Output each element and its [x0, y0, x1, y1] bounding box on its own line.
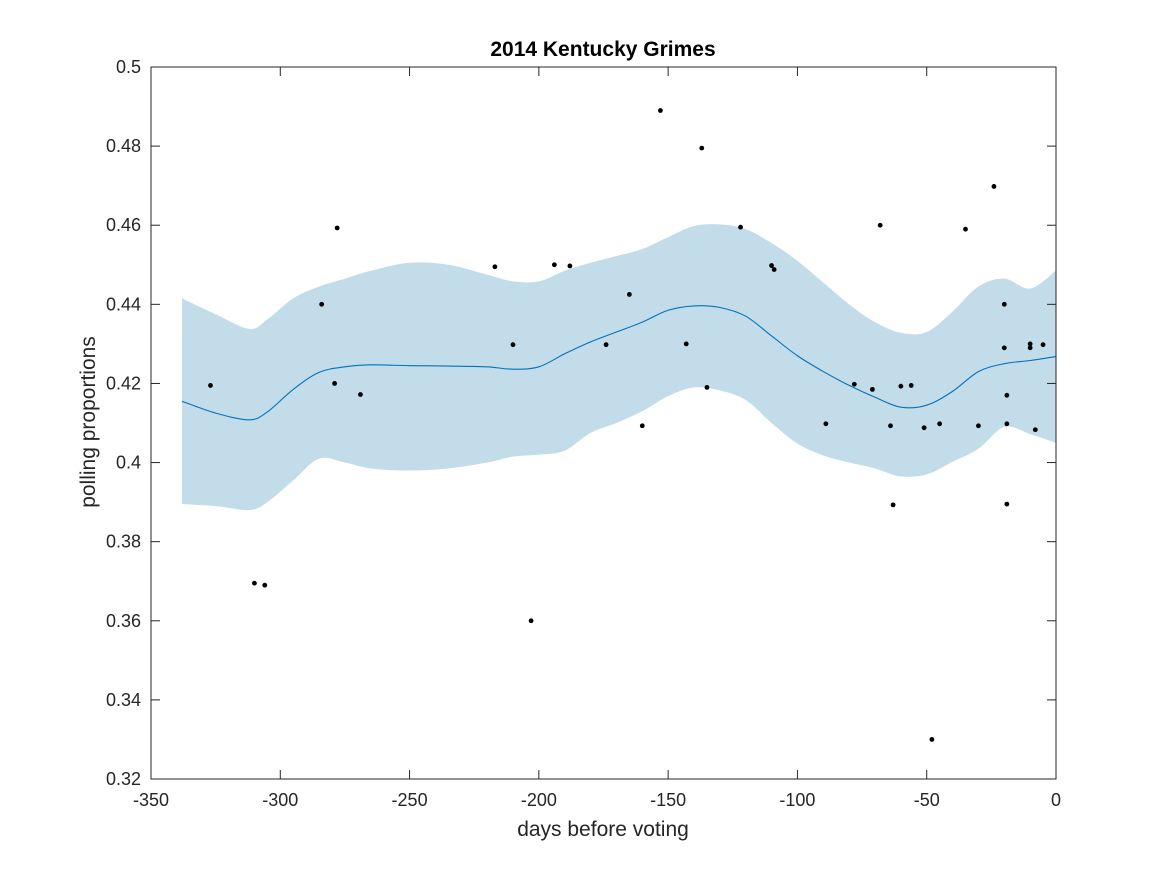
y-axis-label: polling proportions [77, 336, 100, 508]
data-point [603, 342, 609, 348]
y-tick-label: 0.42 [106, 373, 141, 393]
data-point [898, 383, 904, 389]
data-point [262, 582, 268, 588]
confidence-band-layer [182, 224, 1056, 511]
data-point [1004, 421, 1010, 427]
data-point [1040, 342, 1046, 348]
x-tick-label: -350 [133, 790, 169, 810]
x-tick-label: -100 [779, 790, 815, 810]
x-tick-label: -250 [392, 790, 428, 810]
data-point [626, 292, 632, 297]
y-tick-label: 0.44 [106, 294, 141, 314]
data-point [888, 423, 893, 429]
data-point [334, 225, 340, 231]
chart-title: 2014 Kentucky Grimes [490, 38, 715, 61]
data-point [683, 341, 689, 347]
y-axis-ticks: 0.32 0.34 0.36 0.38 0.4 0.42 0.44 0.46 0.48 0.5 [106, 57, 1056, 789]
x-tick-label: -300 [262, 790, 298, 810]
data-point [963, 226, 968, 232]
axes-box [150, 66, 1057, 780]
data-point [528, 618, 534, 624]
trend-line [181, 305, 1057, 421]
data-point [699, 145, 705, 151]
data-point [319, 301, 325, 307]
data-point [567, 263, 573, 269]
y-tick-label: 0.5 [116, 57, 141, 77]
data-point [492, 264, 498, 270]
data-point [1001, 345, 1007, 351]
data-point [929, 737, 935, 742]
data-point [870, 386, 875, 392]
data-point [937, 421, 943, 427]
x-tick-label: -200 [521, 790, 557, 810]
data-point [1004, 392, 1010, 398]
data-point [1027, 341, 1033, 347]
data-point [1004, 501, 1010, 507]
data-point [877, 222, 883, 228]
x-axis-label: days before voting [517, 818, 689, 841]
x-tick-label: -50 [914, 790, 940, 810]
confidence-band [182, 224, 1056, 511]
y-tick-label: 0.34 [106, 690, 141, 710]
data-point [332, 381, 337, 386]
data-point [976, 423, 981, 429]
data-point [890, 502, 896, 508]
x-tick-label: 0 [1051, 790, 1061, 810]
data-point [991, 184, 997, 189]
x-tick-label: -150 [650, 790, 686, 810]
data-point [510, 342, 516, 348]
trend-line-layer [181, 305, 1057, 421]
data-point [738, 224, 743, 230]
data-point [851, 381, 857, 387]
data-points-layer [208, 108, 1046, 742]
data-point [551, 262, 557, 268]
data-point [252, 580, 257, 586]
data-point [657, 108, 663, 113]
data-point [358, 392, 363, 397]
y-tick-label: 0.46 [106, 215, 141, 235]
data-point [1032, 427, 1038, 433]
data-point [921, 425, 927, 431]
data-point [908, 383, 914, 388]
data-point [769, 263, 774, 268]
data-point [1027, 345, 1033, 351]
data-point [823, 421, 829, 427]
x-axis-ticks: -350 -300 -250 -200 -150 -100 -50 0 [133, 67, 1061, 810]
y-tick-label: 0.48 [106, 136, 141, 156]
data-point [771, 267, 777, 272]
y-tick-label: 0.36 [106, 611, 141, 631]
data-point [208, 383, 213, 388]
y-tick-label: 0.4 [116, 453, 141, 473]
plot-area-frame [150, 66, 1057, 780]
y-tick-label: 0.32 [106, 769, 141, 789]
data-point [704, 385, 710, 390]
data-point [639, 423, 645, 429]
data-point [1001, 301, 1007, 307]
y-tick-label: 0.38 [106, 532, 141, 552]
